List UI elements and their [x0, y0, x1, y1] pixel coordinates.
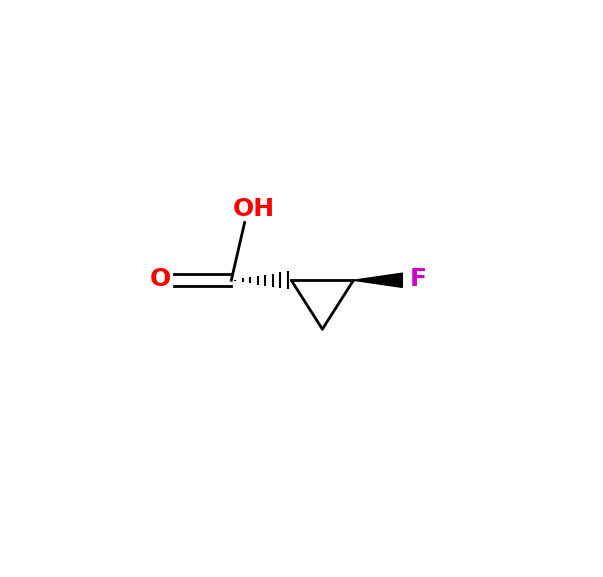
Text: O: O — [150, 267, 171, 291]
Text: OH: OH — [232, 197, 274, 221]
Text: F: F — [409, 267, 426, 291]
Polygon shape — [353, 273, 402, 287]
